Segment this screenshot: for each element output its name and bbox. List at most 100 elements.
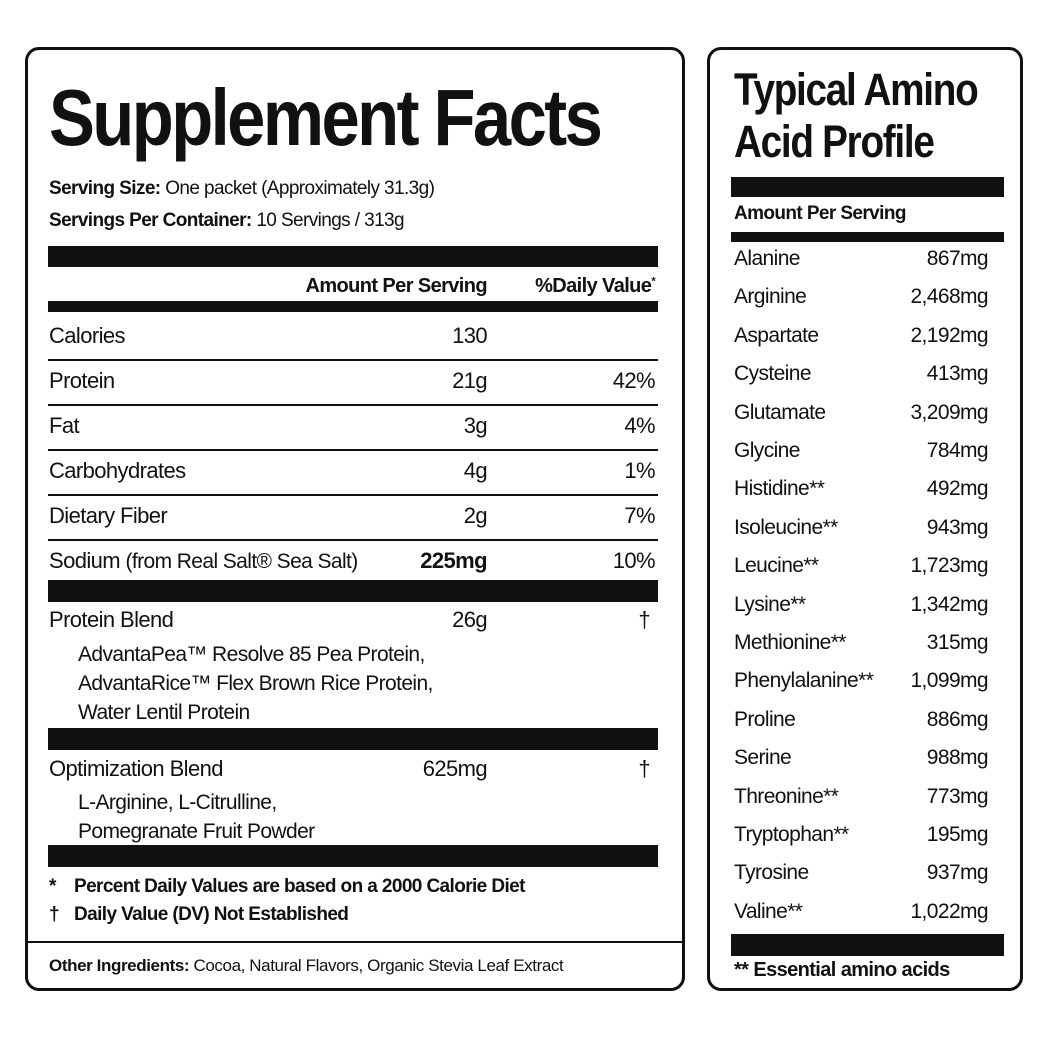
amino-value: 988mg	[926, 746, 989, 770]
amino-name: Threonine**	[734, 784, 839, 808]
amino-row: Methionine** 315mg	[734, 631, 989, 669]
amino-value: 1,022mg	[910, 899, 988, 923]
protein-blend-name: Protein Blend	[49, 607, 174, 632]
amino-value: 1,723mg	[910, 554, 988, 578]
nutrient-name: Dietary Fiber	[49, 503, 168, 529]
divider-line	[28, 941, 682, 943]
amino-title: Typical Amino Acid Profile	[734, 64, 979, 168]
nutrient-name: Carbohydrates	[49, 458, 186, 484]
nutrient-amount: 4g	[463, 458, 488, 483]
nutrient-name: Protein	[49, 368, 115, 394]
nutrient-name: Fat	[49, 413, 80, 439]
row-divider	[48, 404, 658, 406]
amino-row: Lysine** 1,342mg	[734, 592, 989, 631]
amino-row: Valine** 1,022mg	[734, 899, 989, 938]
amino-name: Alanine	[734, 247, 800, 270]
divider-bar	[731, 232, 1004, 242]
amino-row: Arginine 2,468mg	[734, 285, 989, 323]
amino-title-line: Typical Amino	[734, 64, 979, 115]
nutrient-daily-value: 42%	[612, 368, 656, 393]
optimization-blend-name: Optimization Blend	[49, 756, 223, 781]
amino-value: 943mg	[926, 515, 989, 539]
header-dv-label: %Daily Value	[535, 275, 652, 297]
supplement-facts-panel: Supplement Facts Serving Size: One packe…	[25, 47, 685, 991]
amino-name: Valine**	[734, 899, 803, 923]
amino-name: Serine	[734, 746, 792, 770]
amino-value: 315mg	[926, 631, 989, 654]
amino-name: Glutamate	[734, 400, 826, 424]
header-amount: Amount Per Serving	[305, 275, 488, 297]
amino-row: Phenylalanine** 1,099mg	[734, 669, 989, 707]
amino-row: Alanine 867mg	[734, 247, 989, 285]
optimization-blend-amount: 625mg	[422, 756, 488, 781]
divider-bar	[48, 246, 658, 267]
nutrient-note: (from Real Salt® Sea Salt)	[125, 550, 359, 573]
amino-value: 1,342mg	[910, 592, 988, 616]
nutrient-label: Calories	[49, 323, 126, 348]
amino-value: 413mg	[926, 362, 989, 386]
amino-row: Glycine 784mg	[734, 439, 989, 477]
nutrient-daily-value: 7%	[624, 503, 655, 528]
nutrient-name: Calories	[49, 323, 126, 349]
amino-row: Tyrosine 937mg	[734, 861, 989, 899]
amino-row: Threonine** 773mg	[734, 784, 989, 823]
amino-name: Tryptophan**	[734, 823, 849, 846]
other-ingredients-label: Other Ingredients:	[49, 956, 190, 975]
footnote-daily-values: * Percent Daily Values are based on a 200…	[49, 876, 525, 898]
amino-name: Phenylalanine**	[734, 669, 874, 693]
amino-value: 2,468mg	[910, 285, 988, 309]
amino-value: 3,209mg	[910, 400, 988, 424]
row-divider	[48, 449, 658, 451]
amino-acid-profile-panel: Typical Amino Acid Profile Amount Per Se…	[707, 47, 1023, 991]
amino-value: 492mg	[926, 477, 989, 501]
amino-name: Proline	[734, 707, 796, 731]
footnote-text: Percent Daily Values are based on a 2000…	[74, 876, 525, 897]
amino-name: Lysine**	[734, 592, 806, 616]
nutrient-label: Protein	[49, 368, 115, 393]
optimization-blend-ingredients: L-Arginine, L-Citrulline, Pomegranate Fr…	[78, 788, 315, 846]
serving-size: Serving Size: One packet (Approximately …	[49, 178, 435, 200]
servings-value: 10 Servings / 313g	[256, 210, 404, 231]
amino-name: Arginine	[734, 285, 807, 309]
amino-name: Histidine**	[734, 477, 825, 501]
nutrient-daily-value: 4%	[624, 413, 655, 438]
footnote-mark: *	[49, 876, 56, 897]
row-divider	[48, 359, 658, 361]
ingredient: L-Arginine, L-Citrulline,	[78, 791, 277, 814]
other-ingredients-value: Cocoa, Natural Flavors, Organic Stevia L…	[193, 956, 564, 975]
amino-row: Tryptophan** 195mg	[734, 823, 989, 861]
amino-value: 867mg	[926, 247, 989, 270]
divider-bar	[48, 301, 658, 312]
nutrient-label: Fat	[49, 413, 80, 438]
amino-row: Proline 886mg	[734, 707, 989, 746]
protein-blend-dv: †	[638, 607, 650, 632]
ingredient: Pomegranate Fruit Powder	[78, 820, 315, 843]
amino-row: Leucine** 1,723mg	[734, 554, 989, 592]
nutrient-amount: 130	[452, 323, 488, 348]
amino-name: Aspartate	[734, 323, 819, 347]
header-daily-value: %Daily Value*	[535, 275, 655, 298]
amino-value: 773mg	[926, 784, 989, 808]
amino-name: Methionine**	[734, 631, 846, 654]
page-title: Supplement Facts	[49, 73, 603, 162]
amino-value: 937mg	[926, 861, 989, 885]
amino-value: 195mg	[926, 823, 989, 846]
servings-label: Servings Per Container:	[49, 210, 252, 231]
amino-row: Cysteine 413mg	[734, 362, 989, 400]
header-dv-mark: *	[651, 275, 655, 288]
amino-name: Tyrosine	[734, 861, 809, 885]
divider-bar	[48, 845, 658, 867]
amino-header: Amount Per Serving	[734, 203, 906, 224]
other-ingredients: Other Ingredients: Cocoa, Natural Flavor…	[49, 956, 564, 976]
row-divider	[48, 539, 658, 541]
servings-per-container: Servings Per Container: 10 Servings / 31…	[49, 210, 405, 232]
amino-value: 2,192mg	[910, 323, 988, 347]
ingredient: AdvantaPea™ Resolve 85 Pea Protein,	[78, 643, 425, 666]
nutrient-name: Sodium (from Real Salt® Sea Salt)	[49, 548, 358, 574]
nutrient-amount: 3g	[463, 413, 488, 438]
divider-bar	[731, 177, 1004, 197]
amino-row: Aspartate 2,192mg	[734, 323, 989, 362]
amino-name: Leucine**	[734, 554, 819, 578]
divider-bar	[48, 728, 658, 750]
serving-size-label: Serving Size:	[49, 178, 161, 199]
